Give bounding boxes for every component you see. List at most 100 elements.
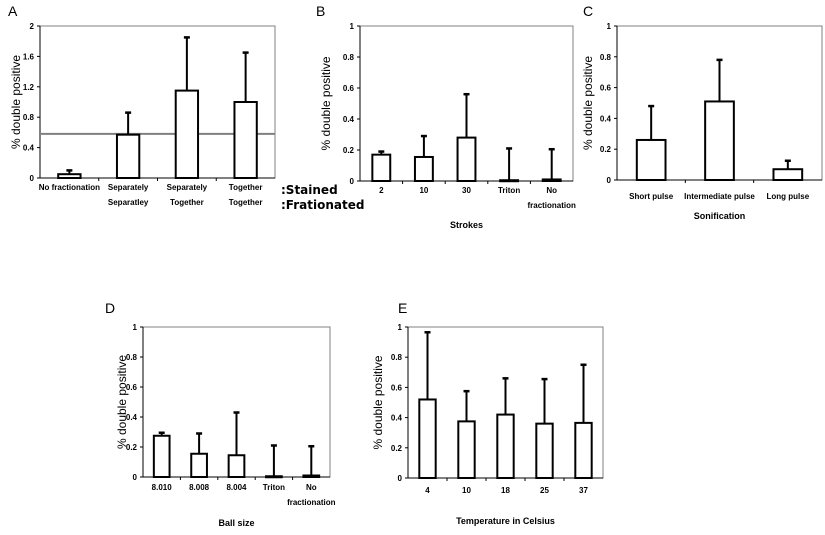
x-category-label: No <box>306 483 317 492</box>
panel-a: A 0 0.4 0.8 1.2 1.6 2 No fractionation Separatel… <box>8 3 364 212</box>
x-category-label: 30 <box>462 186 471 195</box>
panel-letter: E <box>398 300 407 316</box>
x-category-label: Separatley <box>108 198 149 207</box>
y-tick-label: 0.6 <box>343 84 355 93</box>
bar <box>772 168 804 182</box>
bar <box>152 434 171 478</box>
bar <box>574 421 593 480</box>
y-tick-label: 0.6 <box>126 383 138 392</box>
x-category-label: Short pulse <box>629 192 674 201</box>
x-category-label: Intermediate pulse <box>684 192 755 201</box>
y-tick-label: 0.4 <box>600 114 612 123</box>
y-tick-label: 0.2 <box>391 444 403 453</box>
y-tick-label: 1 <box>607 22 612 31</box>
x-axis-label: Temperature in Celsius <box>456 516 555 526</box>
bar <box>541 178 562 182</box>
bar <box>227 454 246 478</box>
bar <box>413 155 434 183</box>
panel-letter: A <box>8 3 18 19</box>
y-tick-label: 2 <box>30 22 35 31</box>
y-tick-label: 0.2 <box>343 146 355 155</box>
x-category-label: Separately <box>108 183 149 192</box>
x-category-label: No fractionation <box>39 183 100 192</box>
y-tick-label: 0.8 <box>600 53 612 62</box>
x-category-label: 25 <box>540 486 549 495</box>
x-category-label: 8.004 <box>226 483 247 492</box>
bar <box>174 89 200 179</box>
x-category-label: Triton <box>263 483 285 492</box>
y-tick-label: 0 <box>398 474 403 483</box>
y-tick-label: 0.8 <box>391 353 403 362</box>
row-label: :Frationated <box>281 198 364 212</box>
x-category-label: 18 <box>501 486 510 495</box>
row-label: :Stained <box>281 183 338 197</box>
bar <box>635 138 667 182</box>
y-tick-label: 0.8 <box>343 53 355 62</box>
y-axis-label: % double positive <box>371 355 385 449</box>
x-category-label: 8.010 <box>152 483 173 492</box>
bar <box>233 101 258 179</box>
y-tick-label: 0.2 <box>600 145 612 154</box>
y-tick-label: 0 <box>133 473 138 482</box>
x-category-label: 10 <box>419 186 428 195</box>
y-tick-label: 0.4 <box>391 414 403 423</box>
bar <box>265 475 283 479</box>
panel-letter: B <box>316 3 325 19</box>
y-tick-label: 0.8 <box>126 353 138 362</box>
y-axis-label: % double positive <box>319 56 333 150</box>
panel-b: B 0 0.2 0.4 0.6 0.8 1 2 10 30 Triton No fractionatio… <box>316 3 576 230</box>
x-category-label: Together <box>229 183 263 192</box>
bar <box>496 413 515 479</box>
y-tick-label: 0.6 <box>391 383 403 392</box>
y-tick-label: 1.2 <box>23 83 35 92</box>
bar <box>302 474 321 478</box>
bar <box>535 422 554 480</box>
y-tick-label: 0.6 <box>600 84 612 93</box>
x-category-label: 4 <box>425 486 430 495</box>
y-tick-label: 1 <box>133 323 138 332</box>
x-axis-label: Ball size <box>218 518 254 528</box>
x-category-label: fractionation <box>527 201 576 210</box>
y-axis-label: % double positive <box>115 355 129 449</box>
x-axis-label: Strokes <box>450 220 483 230</box>
y-axis-label: % double positive <box>581 56 595 150</box>
x-category-label: 37 <box>579 486 588 495</box>
bar <box>499 179 520 183</box>
bar <box>57 173 82 179</box>
panel-letter: D <box>105 300 115 316</box>
y-tick-label: 0 <box>30 174 35 183</box>
x-category-label: Together <box>229 198 263 207</box>
y-tick-label: 0 <box>607 176 612 185</box>
bar <box>115 133 141 179</box>
y-tick-label: 0.2 <box>126 443 138 452</box>
x-category-label: No <box>546 186 557 195</box>
y-tick-label: 0 <box>350 177 355 186</box>
x-category-label: 2 <box>379 186 384 195</box>
y-axis-label: % double positive <box>9 55 23 149</box>
panel-c: C 0 0.2 0.4 0.6 0.8 1 Short pulse Intermediate p… <box>581 3 823 221</box>
panel-e: E 0 0.2 0.4 0.6 0.8 1 4 10 18 25 37 % double positiv… <box>371 300 604 526</box>
x-category-label: Long pulse <box>766 192 809 201</box>
panel-letter: C <box>583 3 593 19</box>
y-tick-label: 1 <box>398 323 403 332</box>
bar <box>704 100 735 181</box>
y-tick-label: 1.6 <box>23 52 35 61</box>
bar <box>418 398 437 480</box>
y-tick-label: 0.4 <box>126 413 138 422</box>
y-tick-label: 0.4 <box>343 115 355 124</box>
y-tick-label: 0.8 <box>23 113 35 122</box>
x-category-label: Triton <box>498 186 520 195</box>
bar <box>457 420 476 479</box>
x-category-label: Together <box>170 198 204 207</box>
x-category-label: Separately <box>167 183 208 192</box>
panel-d: D 0 0.2 0.4 0.6 0.8 1 8.010 8.008 8.004 Triton No fr… <box>105 300 336 528</box>
x-category-label: 8.008 <box>189 483 210 492</box>
bar <box>190 452 208 478</box>
y-tick-label: 0.4 <box>23 144 35 153</box>
bar <box>456 136 477 183</box>
y-tick-label: 1 <box>350 22 355 31</box>
x-category-label: fractionation <box>287 498 336 507</box>
x-category-label: 10 <box>462 486 471 495</box>
bar <box>371 153 392 182</box>
